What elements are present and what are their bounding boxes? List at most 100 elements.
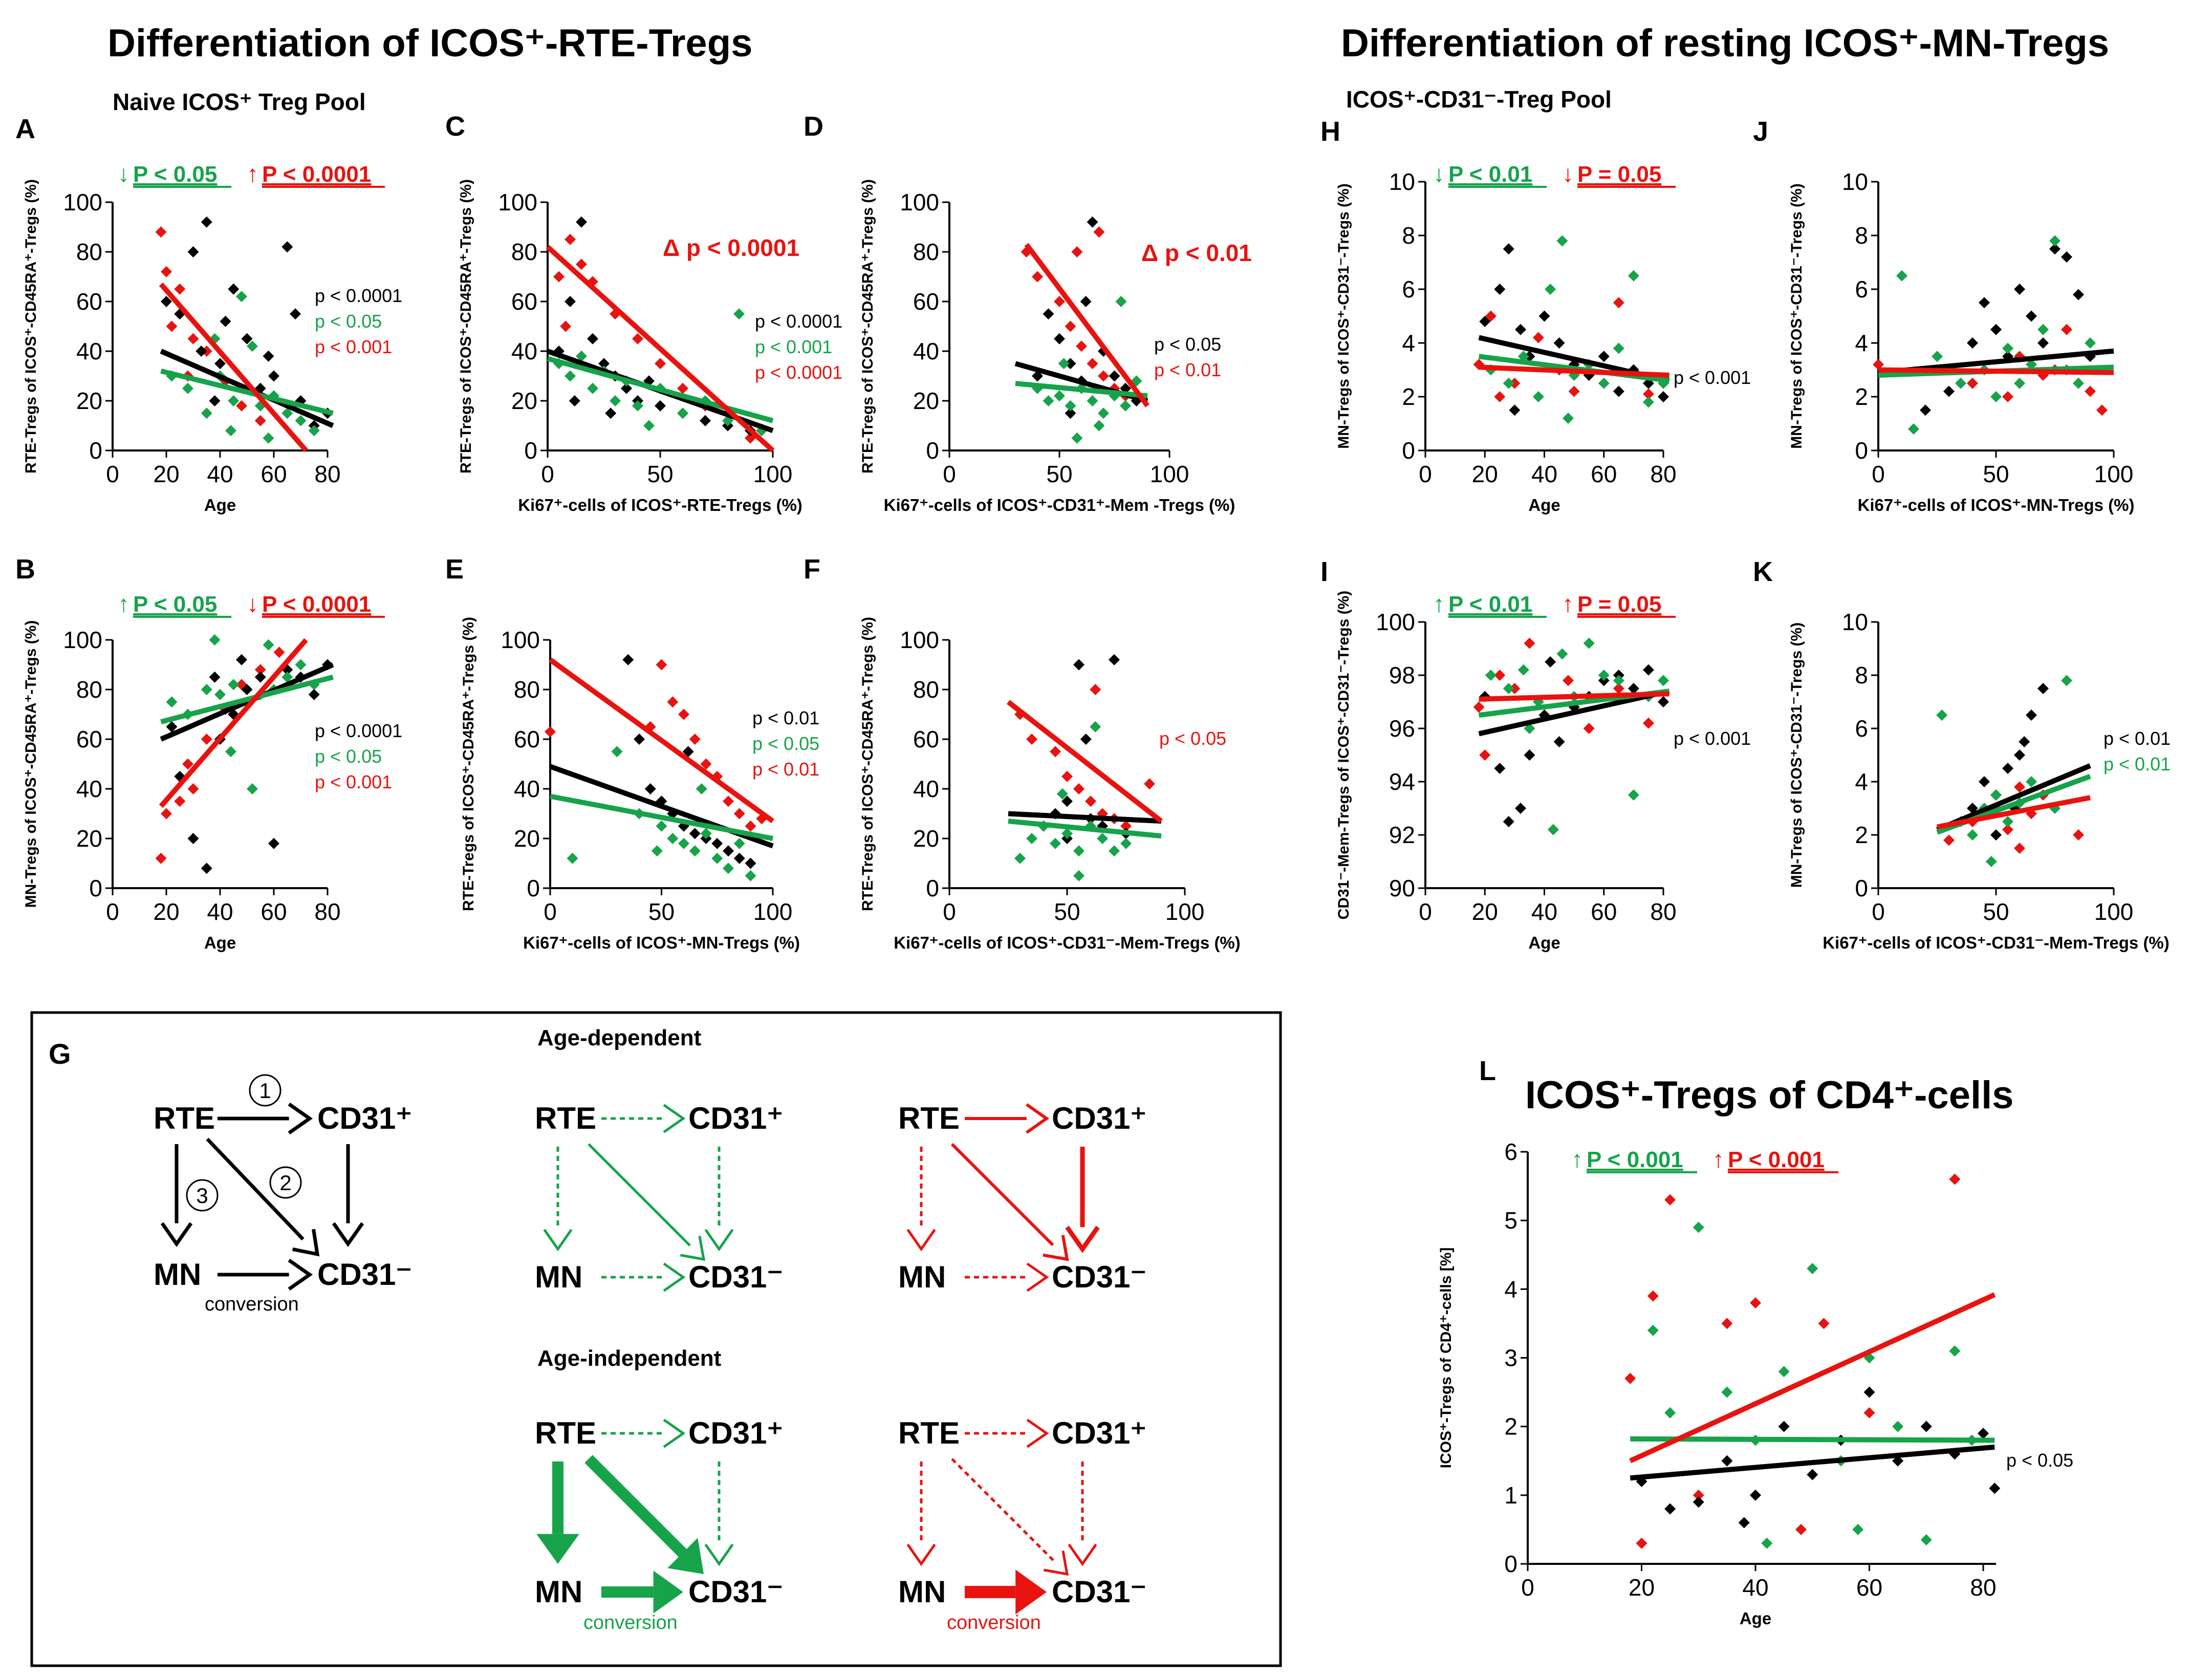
scatter-point bbox=[228, 395, 240, 406]
y-axis-label: MN-Tregs of ICOS⁺-CD45RA⁺-Tregs (%) bbox=[23, 620, 39, 908]
y-tick-label: 5 bbox=[1504, 1207, 1517, 1234]
scatter-point bbox=[1990, 789, 2002, 801]
scatter-point bbox=[2002, 342, 2013, 354]
y-tick-label: 6 bbox=[1855, 715, 1868, 742]
scatter-point bbox=[201, 863, 212, 874]
scatter-point bbox=[1090, 721, 1101, 733]
x-tick-label: 60 bbox=[1591, 898, 1617, 925]
fit-line-black bbox=[1936, 763, 2091, 832]
x-tick-label: 0 bbox=[1872, 898, 1885, 925]
scatter-point bbox=[723, 863, 734, 874]
scatter-point bbox=[643, 420, 655, 432]
y-tick-label: 60 bbox=[76, 726, 102, 752]
scatter-point bbox=[1943, 834, 1955, 846]
scatter-point bbox=[1494, 391, 1506, 402]
scatter-point bbox=[2061, 251, 2072, 263]
scatter-point bbox=[576, 216, 587, 228]
y-tick-label: 40 bbox=[913, 338, 939, 364]
x-tick-label: 60 bbox=[261, 898, 287, 925]
scatter-point bbox=[1061, 795, 1073, 807]
scatter-point bbox=[228, 679, 240, 691]
y-axis-label: RTE-Tregs of ICOS⁺-CD45RA⁺-Tregs (%) bbox=[23, 179, 39, 474]
scatter-point bbox=[1583, 723, 1595, 734]
scatter-point bbox=[1087, 216, 1098, 228]
x-tick-label: 40 bbox=[207, 461, 233, 487]
x-axis-label: Age bbox=[1528, 933, 1560, 952]
arrow-head bbox=[704, 1543, 734, 1566]
x-axis-label: Age bbox=[1528, 496, 1560, 514]
scatter-point bbox=[1109, 845, 1120, 857]
scatter-point bbox=[2049, 235, 2061, 247]
scatter-point bbox=[1532, 332, 1544, 343]
x-tick-label: 40 bbox=[1742, 1574, 1768, 1601]
step-circle bbox=[269, 1166, 302, 1199]
scatter-point bbox=[1080, 734, 1092, 745]
scatter-point bbox=[745, 820, 756, 832]
y-tick-label: 60 bbox=[514, 726, 540, 752]
p-value-text: p < 0.001 bbox=[1674, 728, 1751, 749]
scatter-point bbox=[1568, 385, 1580, 397]
scatter-point bbox=[1642, 396, 1654, 408]
scatter-point bbox=[1778, 1366, 1790, 1378]
y-tick-label: 10 bbox=[1842, 609, 1868, 635]
scatter-point bbox=[733, 837, 745, 849]
node-cd31m: CD31⁻ bbox=[1052, 1260, 1146, 1294]
scatter-point bbox=[155, 226, 167, 238]
y-axis-label: RTE-Tregs of ICOS⁺-CD45RA⁺-Tregs (%) bbox=[859, 617, 876, 911]
scatter-point bbox=[241, 333, 253, 345]
scatter-point bbox=[1509, 404, 1521, 416]
scatter-point bbox=[1628, 683, 1639, 694]
scatter-point bbox=[1693, 1496, 1704, 1508]
scatter-point bbox=[682, 746, 694, 758]
y-tick-label: 0 bbox=[1855, 875, 1868, 901]
arrow-head bbox=[536, 1534, 579, 1564]
scatter-point bbox=[161, 266, 172, 277]
scatter-point bbox=[2061, 675, 2072, 686]
scatter-point bbox=[2014, 377, 2025, 389]
fit-line-red bbox=[549, 657, 774, 824]
scatter-point bbox=[295, 659, 307, 671]
scatter-point bbox=[1932, 351, 1943, 362]
x-tick-label: 50 bbox=[647, 461, 673, 487]
scatter-point bbox=[1949, 1345, 1961, 1357]
p-value-text: p < 0.01 bbox=[2103, 754, 2171, 775]
fit-line-red bbox=[1629, 1292, 1996, 1464]
diagram-age-dependent-green: RTE CD31⁺ MN CD31⁻ bbox=[535, 1101, 783, 1294]
badge-p-value: P < 0.05 bbox=[133, 592, 217, 617]
node-cd31m: CD31⁻ bbox=[317, 1257, 412, 1292]
fit-line-black bbox=[160, 349, 334, 428]
y-tick-label: 60 bbox=[913, 726, 939, 752]
scatter-point bbox=[622, 654, 634, 665]
scatter-point bbox=[1807, 1263, 1818, 1275]
y-axis-label: MN-Tregs of ICOS⁺-CD31⁻-Tregs (%) bbox=[1788, 183, 1805, 448]
arrow-head bbox=[1015, 1569, 1047, 1615]
scatter-point bbox=[2049, 243, 2061, 255]
y-tick-label: 40 bbox=[76, 776, 102, 802]
scatter-point bbox=[1087, 358, 1098, 370]
chart-a: A 0 20 40 60 80 100 0 20 40 60 80 Age RTE-Tregs of IC… bbox=[15, 114, 402, 514]
y-axis-label: CD31⁻-Mem-Tregs of ICOS⁺-CD31⁻-Tregs (%) bbox=[1335, 591, 1352, 920]
scatter-point bbox=[634, 734, 645, 745]
arrow-head bbox=[906, 1543, 936, 1566]
badge-arrow: ↓ bbox=[247, 590, 258, 617]
scatter-point bbox=[1658, 391, 1669, 402]
scatter-point bbox=[565, 296, 576, 307]
y-tick-label: 3 bbox=[1504, 1345, 1517, 1371]
scatter-point bbox=[1093, 226, 1105, 238]
scatter-point bbox=[182, 382, 193, 394]
scatter-point bbox=[1658, 675, 1669, 686]
scatter-point bbox=[567, 852, 578, 864]
arrow-rte-cd31m bbox=[950, 1143, 1054, 1246]
scatter-point bbox=[689, 734, 701, 745]
scatter-point bbox=[1863, 1386, 1875, 1398]
scatter-point bbox=[565, 370, 576, 382]
x-tick-label: 0 bbox=[1419, 898, 1432, 925]
y-tick-label: 98 bbox=[1389, 662, 1415, 689]
scatter-point bbox=[678, 837, 689, 849]
node-cd31p: CD31⁺ bbox=[688, 1101, 783, 1135]
badge-arrow: ↑ bbox=[1712, 1146, 1724, 1172]
y-axis-label: MN-Tregs of ICOS⁺-CD31⁻-Tregs (%) bbox=[1335, 183, 1352, 448]
x-tick-label: 60 bbox=[1591, 461, 1617, 487]
y-tick-label: 20 bbox=[514, 825, 540, 852]
